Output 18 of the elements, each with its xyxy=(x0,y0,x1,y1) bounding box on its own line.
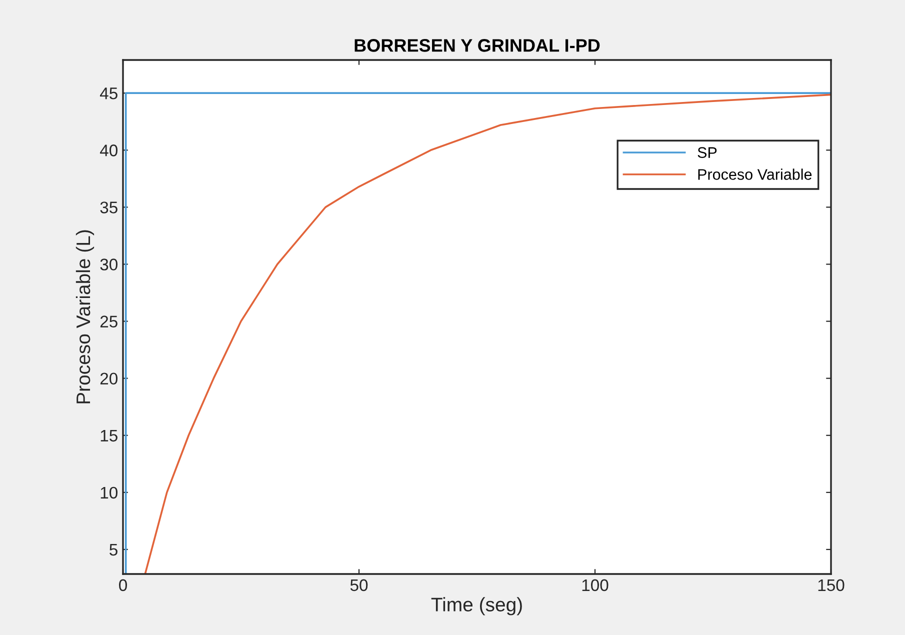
legend-label: Proceso Variable xyxy=(698,168,812,180)
x-axis-title: Time (seg) xyxy=(431,597,522,616)
x-tick-label: 100 xyxy=(582,579,608,592)
y-tick-label: 15 xyxy=(100,430,118,442)
x-tick-label: 0 xyxy=(119,579,127,592)
y-axis-title: Proceso Variable (L) xyxy=(76,230,94,404)
y-tick-label: 30 xyxy=(100,258,118,270)
x-tick-label: 50 xyxy=(350,579,368,592)
y-tick-label: 10 xyxy=(100,486,118,499)
y-tick-label: 40 xyxy=(100,144,118,156)
legend-label: SP xyxy=(698,147,717,158)
y-tick-label: 20 xyxy=(100,372,118,385)
x-tick-label: 150 xyxy=(818,579,844,592)
y-tick-label: 5 xyxy=(110,544,118,556)
chart-title: BORRESEN Y GRINDAL I-PD xyxy=(354,39,600,52)
y-tick-label: 45 xyxy=(100,88,118,100)
y-tick-label: 35 xyxy=(100,202,118,214)
y-tick-label: 25 xyxy=(100,316,118,328)
